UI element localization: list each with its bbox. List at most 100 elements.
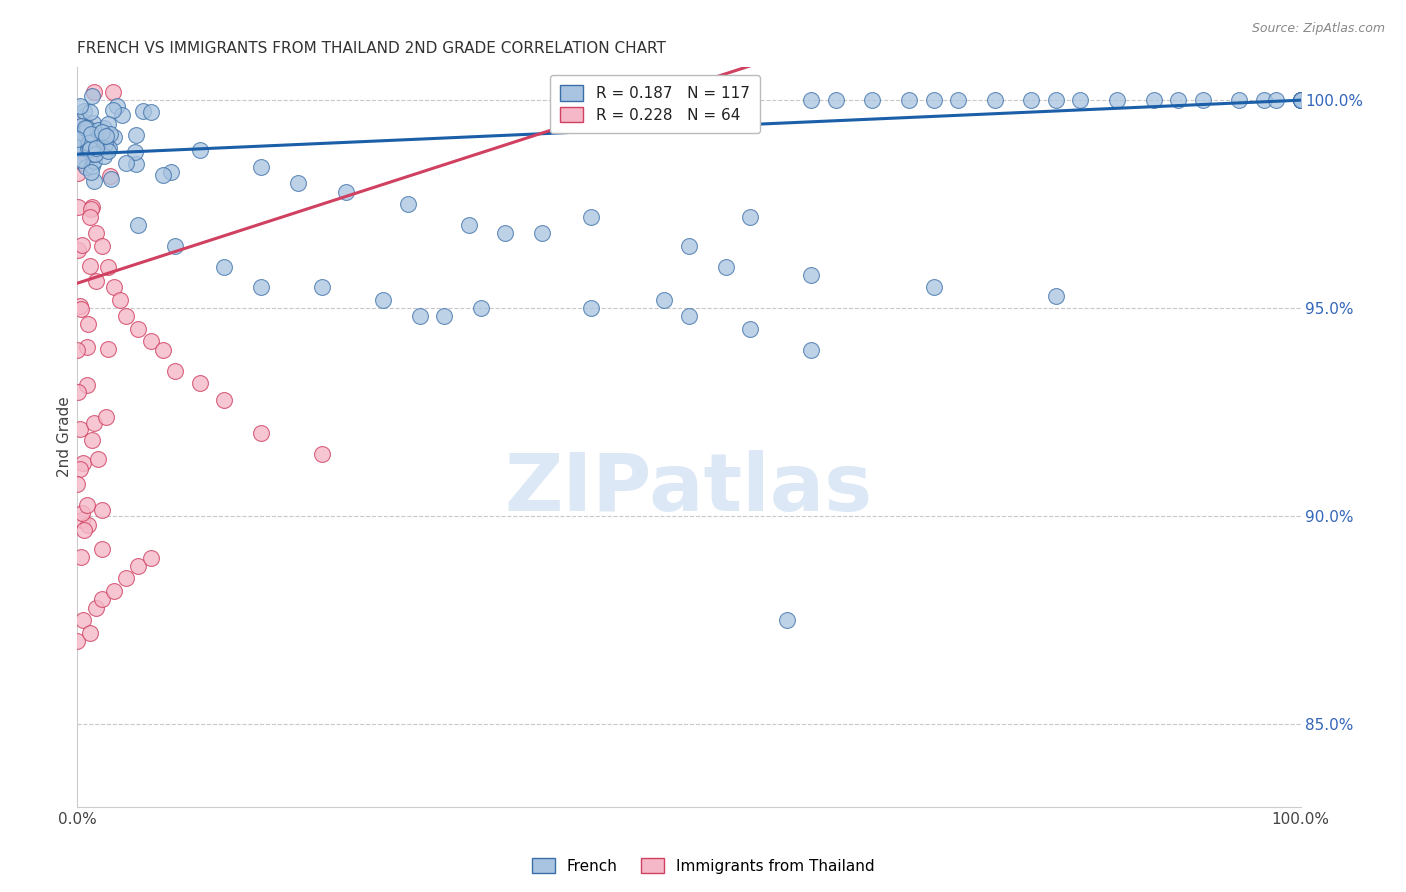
Point <box>69 144 91 158</box>
Point <box>776 613 799 627</box>
Point <box>73 143 96 157</box>
Point <box>66 243 89 257</box>
Point <box>250 160 273 174</box>
Point <box>898 93 921 107</box>
Point <box>287 177 309 191</box>
Point <box>84 141 107 155</box>
Point <box>396 197 419 211</box>
Point <box>69 550 91 565</box>
Point <box>91 125 114 139</box>
Point <box>946 93 969 107</box>
Point <box>77 136 100 150</box>
Point <box>678 239 700 253</box>
Point <box>66 343 89 358</box>
Point <box>80 127 103 141</box>
Point <box>82 89 104 103</box>
Point <box>70 153 93 167</box>
Legend: R = 0.187   N = 117, R = 0.228   N = 64: R = 0.187 N = 117, R = 0.228 N = 64 <box>550 75 761 133</box>
Point <box>579 301 602 315</box>
Point <box>75 160 97 174</box>
Point <box>105 99 128 113</box>
Point <box>127 322 149 336</box>
Point <box>69 461 91 475</box>
Point <box>93 121 115 136</box>
Point <box>70 512 93 526</box>
Text: Source: ZipAtlas.com: Source: ZipAtlas.com <box>1251 22 1385 36</box>
Point <box>165 363 187 377</box>
Point <box>100 127 122 141</box>
Point <box>66 131 89 145</box>
Point <box>212 392 235 407</box>
Point <box>115 310 138 324</box>
Point <box>1289 93 1312 107</box>
Point <box>82 147 104 161</box>
Point <box>531 227 554 241</box>
Point <box>96 128 118 143</box>
Point <box>139 334 162 349</box>
Point <box>124 145 146 159</box>
Point <box>79 142 101 156</box>
Point <box>101 103 124 117</box>
Point <box>76 498 98 512</box>
Point <box>70 238 93 252</box>
Point <box>1167 93 1189 107</box>
Point <box>67 146 90 161</box>
Point <box>83 136 105 151</box>
Point <box>66 477 89 491</box>
Point <box>115 572 138 586</box>
Point <box>800 343 823 357</box>
Point <box>335 185 357 199</box>
Point <box>115 155 138 169</box>
Point <box>139 550 162 565</box>
Point <box>409 310 432 324</box>
Point <box>66 385 89 400</box>
Point <box>67 110 90 124</box>
Point <box>84 138 107 153</box>
Point <box>740 210 762 224</box>
Point <box>1289 93 1312 107</box>
Point <box>433 310 456 324</box>
Point <box>66 165 89 179</box>
Point <box>69 422 91 436</box>
Point <box>103 129 125 144</box>
Point <box>1045 288 1067 302</box>
Point <box>100 171 122 186</box>
Point <box>79 210 101 224</box>
Point <box>800 268 823 282</box>
Point <box>1143 93 1166 107</box>
Point <box>77 141 100 155</box>
Legend: French, Immigrants from Thailand: French, Immigrants from Thailand <box>526 852 880 880</box>
Point <box>103 280 125 294</box>
Point <box>79 259 101 273</box>
Point <box>1107 93 1129 107</box>
Point <box>76 317 98 331</box>
Point <box>77 139 100 153</box>
Point <box>922 93 945 107</box>
Point <box>70 301 93 316</box>
Point <box>188 376 211 390</box>
Point <box>93 149 115 163</box>
Y-axis label: 2nd Grade: 2nd Grade <box>56 397 72 477</box>
Point <box>72 126 94 140</box>
Point <box>80 165 103 179</box>
Point <box>90 542 112 557</box>
Point <box>67 153 90 168</box>
Text: FRENCH VS IMMIGRANTS FROM THAILAND 2ND GRADE CORRELATION CHART: FRENCH VS IMMIGRANTS FROM THAILAND 2ND G… <box>77 41 666 56</box>
Point <box>1289 93 1312 107</box>
Point <box>75 120 97 135</box>
Point <box>250 425 273 440</box>
Point <box>76 340 98 354</box>
Point <box>80 137 103 152</box>
Point <box>101 85 124 99</box>
Point <box>132 103 155 118</box>
Point <box>862 93 884 107</box>
Point <box>77 136 100 151</box>
Point <box>678 310 700 324</box>
Point <box>1021 93 1043 107</box>
Point <box>1069 93 1091 107</box>
Point <box>66 200 89 214</box>
Point <box>1289 93 1312 107</box>
Point <box>139 104 162 119</box>
Point <box>311 280 333 294</box>
Point <box>824 93 846 107</box>
